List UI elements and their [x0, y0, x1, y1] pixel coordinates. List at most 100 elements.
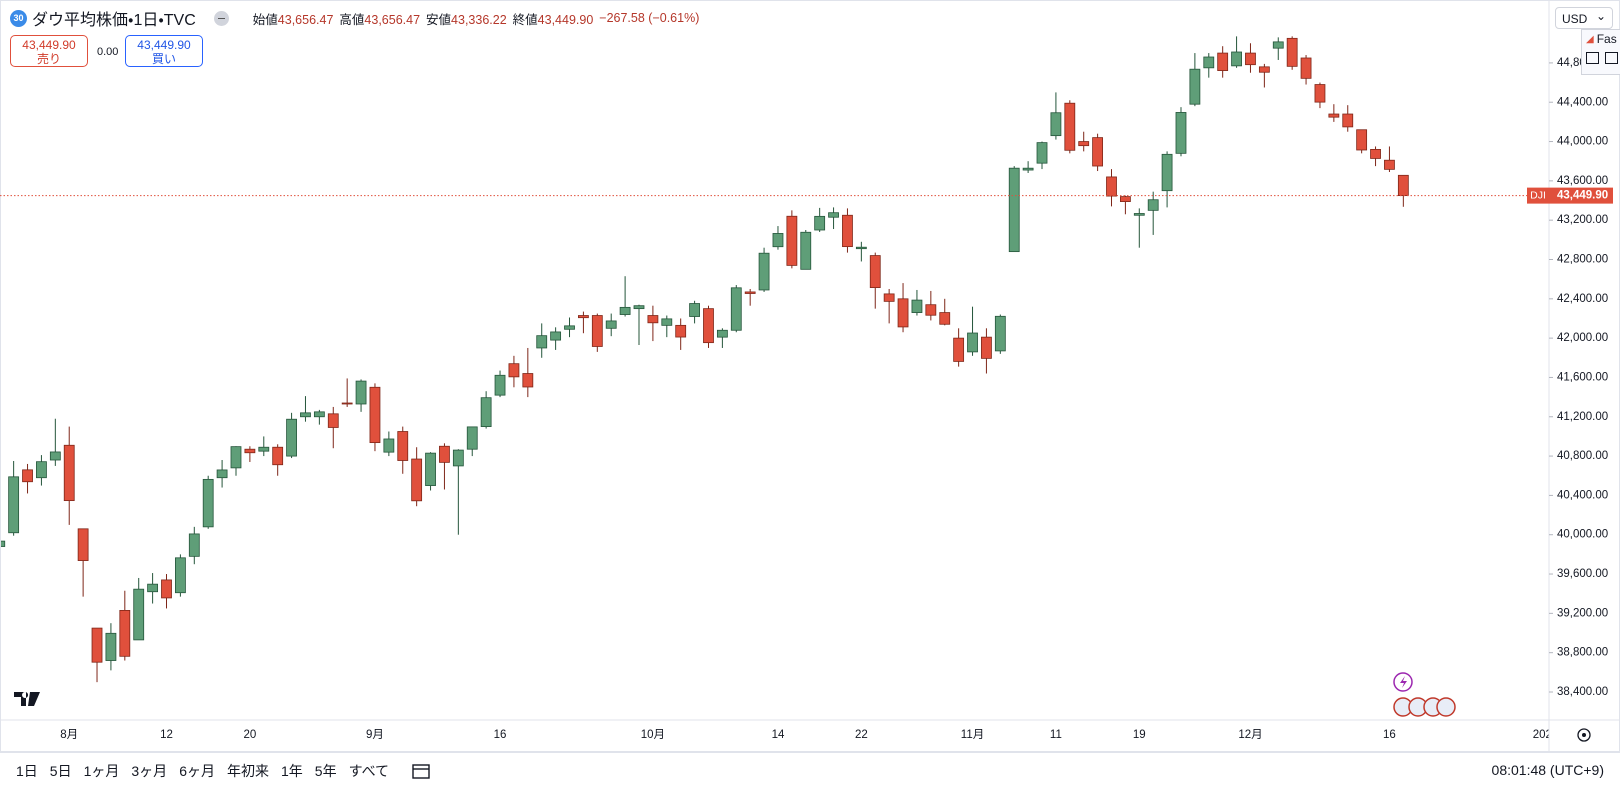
- candle-body: [1328, 113, 1340, 118]
- x-tick-label: 16: [494, 729, 507, 741]
- candle-body: [1036, 142, 1048, 164]
- collapse-button[interactable]: [213, 10, 229, 26]
- candle-body: [341, 402, 353, 405]
- candle-body: [397, 431, 409, 461]
- candle-body: [1258, 66, 1270, 73]
- popup-icons: [1582, 46, 1620, 64]
- ohlc-label: 安値: [426, 12, 452, 27]
- candle-body: [536, 335, 548, 349]
- x-tick-label: 11: [1050, 729, 1062, 741]
- candle-body: [564, 325, 575, 330]
- candle-body: [869, 255, 881, 289]
- candle-body: [883, 293, 895, 302]
- candle-body: [383, 438, 395, 453]
- candle-body: [480, 397, 492, 427]
- candle-body: [369, 386, 381, 444]
- candle-body: [8, 476, 20, 534]
- candle-body: [842, 214, 853, 248]
- range-button[interactable]: すべて: [348, 763, 390, 779]
- candle-body: [1203, 56, 1215, 69]
- candle-body: [1272, 41, 1284, 49]
- candle-body: [439, 445, 450, 463]
- candle-body: [911, 299, 923, 313]
- candle-body: [1133, 213, 1145, 216]
- range-button[interactable]: 5年: [314, 763, 337, 779]
- candle-body: [1217, 52, 1229, 71]
- date-range-button[interactable]: [411, 761, 433, 781]
- candle-body: [49, 451, 61, 461]
- y-tick-label: 43,200.00: [1557, 214, 1608, 226]
- x-tick-label: 19: [1133, 729, 1146, 741]
- buy-button[interactable]: 43,449.90 買い: [125, 35, 203, 67]
- candle-body: [230, 446, 242, 469]
- candle-body: [272, 446, 284, 466]
- x-tick-label: 8月: [60, 729, 78, 741]
- candle-body: [494, 374, 506, 396]
- y-tick-label: 42,000.00: [1557, 332, 1608, 344]
- candle-body: [591, 315, 603, 347]
- flag-icon[interactable]: [1436, 697, 1456, 717]
- clock[interactable]: 08:01:48 (UTC+9): [1491, 762, 1604, 778]
- sell-button[interactable]: 43,449.90 売り: [10, 35, 88, 67]
- y-tick-label: 44,400.00: [1557, 96, 1608, 108]
- price-change: −267.58 (−0.61%): [599, 11, 700, 25]
- window-icon[interactable]: [1586, 52, 1599, 64]
- candle-body: [355, 380, 367, 405]
- candle-body: [619, 306, 631, 315]
- candle-body: [744, 291, 756, 294]
- candle-body: [327, 413, 339, 428]
- y-tick-label: 40,800.00: [1557, 450, 1608, 462]
- candle-body: [313, 411, 325, 418]
- ohlc-label: 高値: [339, 12, 365, 27]
- candle-body: [994, 315, 1006, 352]
- y-tick-label: 39,600.00: [1557, 568, 1608, 580]
- symbol-title[interactable]: ダウ平均株価・1日・TVC: [32, 12, 196, 29]
- range-button[interactable]: 年初来: [226, 763, 269, 779]
- currency-dropdown[interactable]: USD: [1555, 5, 1613, 29]
- settings-button[interactable]: [1577, 728, 1591, 742]
- x-tick-label: 22: [855, 729, 868, 741]
- range-button[interactable]: 5日: [49, 763, 72, 779]
- candle-body: [716, 329, 728, 338]
- candle-body: [661, 318, 673, 326]
- candle-body: [1397, 174, 1409, 197]
- range-button[interactable]: 3ヶ月: [131, 763, 168, 779]
- popup-icon: ◢: [1586, 33, 1594, 45]
- x-tick-label: 9月: [366, 729, 384, 741]
- event-icons[interactable]: [1393, 672, 1456, 717]
- candle-body: [689, 303, 700, 317]
- sell-price: 43,449.90: [22, 38, 76, 52]
- candle-body: [161, 579, 172, 599]
- candle-body: [730, 287, 742, 331]
- copy-icon[interactable]: [1605, 52, 1618, 64]
- logo-mark: [14, 692, 40, 706]
- popup-row: ◢ Fas: [1582, 30, 1620, 46]
- candle-body: [300, 412, 311, 418]
- candle-body: [1356, 129, 1368, 151]
- candle-body: [800, 231, 812, 270]
- range-button[interactable]: 1年: [280, 763, 303, 779]
- range-button[interactable]: 6ヶ月: [179, 763, 215, 779]
- candle-body: [647, 315, 659, 324]
- candle-body: [1008, 167, 1020, 253]
- event-icon-glyph: [1400, 676, 1407, 688]
- x-tick-label: 20: [243, 729, 256, 741]
- y-tick-label: 40,000.00: [1557, 529, 1608, 541]
- price-tag: [1549, 187, 1613, 204]
- x-tick-label: 12: [160, 729, 173, 741]
- candles: [0, 36, 1409, 683]
- range-button[interactable]: 1日: [16, 763, 38, 779]
- candle-body: [0, 540, 6, 547]
- buy-label: 買い: [151, 52, 176, 66]
- candle-body: [452, 449, 464, 467]
- popup-text[interactable]: Fas: [1596, 32, 1617, 46]
- candle-body: [675, 324, 687, 338]
- range-button[interactable]: 1ヶ月: [83, 763, 120, 779]
- candle-body: [828, 212, 839, 218]
- candle-body: [1092, 137, 1104, 167]
- gear-icon[interactable]: [1577, 728, 1591, 742]
- bottom-toolbar: 1日 5日 1ヶ月 3ヶ月 6ヶ月 年初来 1年 5年 すべて 08:01:48 (UTC+9): [0, 752, 1620, 789]
- candle-body: [216, 469, 228, 479]
- time-axis: 8月 12 20 9月 16 10月 14 22 11月 11 19 12月 16 202: [60, 729, 1552, 741]
